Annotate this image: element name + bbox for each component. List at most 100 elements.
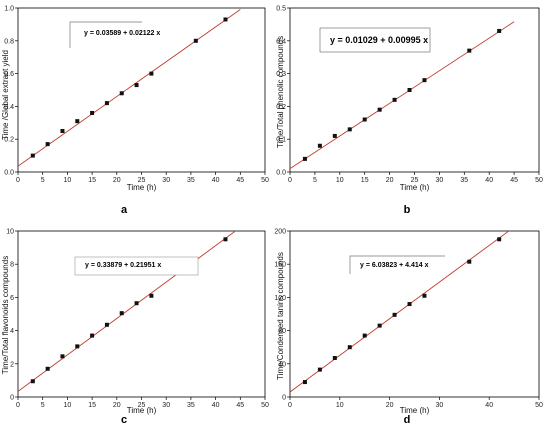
panel-letter: d (404, 414, 411, 426)
data-point (134, 301, 139, 306)
y-tick-label: 0.8 (4, 38, 14, 45)
y-tick-label: 2 (10, 361, 14, 368)
x-tick-label: 0 (16, 402, 20, 409)
data-point (60, 354, 65, 359)
y-tick-label: 0.4 (4, 104, 14, 111)
x-tick-label: 50 (535, 402, 543, 409)
x-axis-title: Time (h) (400, 183, 430, 192)
x-tick-label: 30 (436, 177, 444, 184)
x-tick-label: 35 (187, 402, 195, 409)
x-tick-label: 30 (162, 402, 170, 409)
equation-box (74, 256, 199, 276)
data-point (392, 97, 397, 102)
x-tick-label: 45 (236, 177, 244, 184)
x-tick-label: 15 (361, 177, 369, 184)
data-point (119, 91, 124, 96)
chart-panel-c: 0 5 10 15 20 25 30 35 40 45 50 0 2 4 6 8 10 Time (h) Time/… (1, 229, 269, 427)
data-point (497, 28, 502, 33)
data-point (60, 129, 65, 133)
x-tick-label: 40 (212, 177, 220, 184)
data-point (104, 101, 109, 106)
x-tick-label: 20 (386, 177, 394, 184)
data-point (75, 119, 80, 124)
plot-frame (289, 230, 540, 398)
data-point (497, 237, 502, 242)
data-point (75, 344, 80, 349)
x-tick-label: 45 (236, 402, 244, 409)
data-point (407, 302, 412, 307)
data-point (119, 311, 124, 316)
x-tick-label: 20 (113, 402, 121, 409)
data-point (467, 259, 472, 264)
y-tick-label: 0 (10, 395, 14, 402)
data-point (30, 153, 35, 158)
x-tick-label: 40 (485, 177, 493, 184)
x-tick-label: 20 (386, 402, 394, 409)
equation-box (349, 255, 445, 274)
data-point (149, 293, 154, 298)
x-tick-label: 5 (313, 177, 317, 184)
data-point (422, 78, 427, 83)
x-tick-label: 25 (138, 402, 146, 409)
y-tick-label: 0.6 (4, 71, 14, 78)
data-point (332, 355, 337, 360)
data-point (377, 107, 382, 112)
y-axis-title: Time/Total flavonoids compounds (1, 256, 10, 374)
data-point (45, 366, 50, 371)
x-tick-label: 40 (485, 402, 493, 409)
data-point (347, 127, 352, 132)
data-point (332, 133, 337, 138)
data-point (223, 237, 228, 242)
y-tick-label: 6 (10, 295, 14, 302)
y-tick-label: 160 (274, 262, 286, 269)
plot-frame (17, 230, 266, 398)
y-tick-label: 0.2 (4, 137, 14, 144)
x-tick-label: 10 (336, 402, 344, 409)
x-tick-label: 50 (261, 177, 269, 184)
data-point (422, 293, 427, 298)
y-tick-label: 40 (278, 361, 286, 368)
data-point (362, 117, 367, 122)
x-tick-label: 30 (436, 402, 444, 409)
panel-letter: a (121, 204, 128, 216)
x-axis-title: Time (h) (127, 183, 157, 192)
fit-line (290, 21, 515, 170)
x-tick-label: 30 (162, 177, 170, 184)
y-tick-label: 80 (278, 328, 286, 335)
data-point (30, 379, 35, 384)
equation-label: y = 0.03589 + 0.02122 x (84, 30, 160, 37)
y-tick-label: 0.1 (276, 137, 286, 144)
y-tick-label: 0.3 (276, 71, 286, 78)
y-axis-title: Time/Total phenolic compounds (276, 36, 285, 148)
data-point (45, 142, 50, 147)
data-point (392, 312, 397, 317)
fit-line (18, 231, 237, 392)
y-tick-label: 200 (274, 229, 286, 236)
data-point (90, 110, 95, 115)
data-point (149, 71, 154, 76)
x-tick-label: 35 (187, 177, 195, 184)
x-axis-title: Time (h) (127, 406, 157, 415)
x-tick-label: 35 (460, 177, 468, 184)
y-tick-label: 0.2 (276, 104, 286, 111)
data-point (377, 323, 382, 328)
data-point (193, 38, 198, 43)
x-tick-label: 10 (64, 177, 72, 184)
panel-letter: b (404, 204, 411, 216)
y-tick-label: 0.0 (276, 170, 286, 177)
x-tick-label: 25 (138, 177, 146, 184)
x-tick-label: 10 (336, 177, 344, 184)
x-tick-label: 10 (64, 402, 72, 409)
data-point (317, 143, 322, 148)
panel-letter: c (121, 414, 127, 426)
y-tick-label: 0 (282, 395, 286, 402)
data-point (407, 88, 412, 92)
data-point (302, 380, 307, 385)
equation-label: y = 0.33879 + 0.21951 x (85, 262, 161, 269)
y-tick-label: 10 (6, 229, 14, 236)
equation-label: y = 6.03823 + 4.414 x (360, 262, 429, 269)
x-tick-label: 20 (113, 177, 121, 184)
x-tick-label: 15 (88, 177, 96, 184)
y-tick-label: 120 (274, 295, 286, 302)
